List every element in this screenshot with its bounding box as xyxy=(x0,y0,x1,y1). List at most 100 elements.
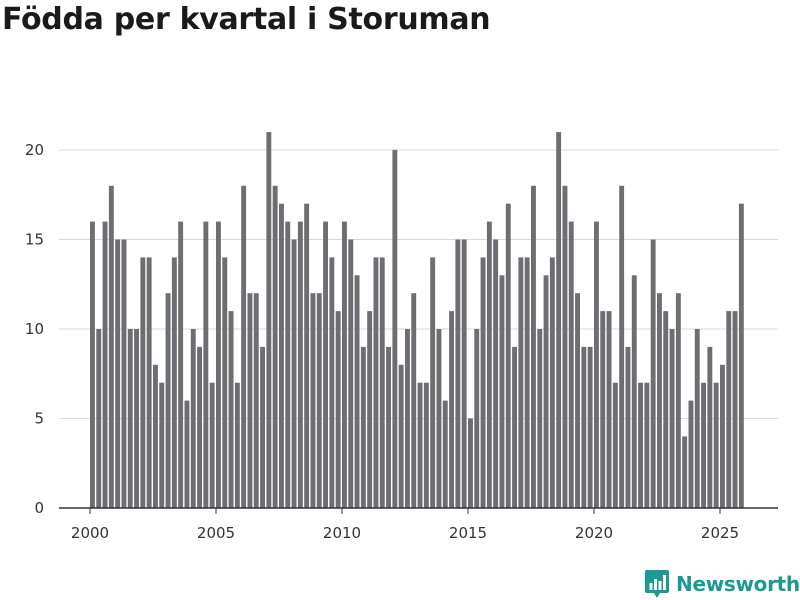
bar xyxy=(247,293,253,508)
x-tick-label: 2015 xyxy=(449,524,487,542)
bar xyxy=(165,293,171,508)
bar xyxy=(216,221,221,508)
bar xyxy=(279,203,284,508)
bar xyxy=(701,382,706,508)
bar xyxy=(430,257,436,508)
brand-name: Newsworthy xyxy=(676,572,800,596)
bar xyxy=(738,203,744,508)
bar xyxy=(171,257,177,508)
bar xyxy=(612,382,618,508)
bar xyxy=(675,293,681,508)
bar xyxy=(203,221,209,508)
x-axis xyxy=(59,507,778,514)
newsworthy-brand[interactable]: Newsworthy xyxy=(644,568,800,600)
bar xyxy=(575,293,580,508)
x-axis-labels: 2000 2005 2010 2015 2020 2025 xyxy=(71,524,739,542)
bar xyxy=(587,346,593,508)
bar xyxy=(329,257,335,508)
bar xyxy=(102,221,108,508)
bar xyxy=(600,311,606,508)
bar xyxy=(562,185,568,509)
bar xyxy=(594,221,599,508)
bar xyxy=(549,257,555,508)
bars xyxy=(90,132,744,509)
bar xyxy=(524,257,530,508)
bar xyxy=(707,346,713,508)
annotations: 17 xyxy=(738,0,757,4)
bar xyxy=(726,311,732,508)
bar xyxy=(512,346,517,508)
bar xyxy=(543,275,549,508)
bar xyxy=(405,329,410,508)
x-tick-label: 2000 xyxy=(71,524,109,542)
x-tick-label: 2005 xyxy=(197,524,235,542)
y-axis-labels: 0 5 10 15 20 xyxy=(25,141,44,517)
bar xyxy=(493,239,499,508)
bar xyxy=(184,400,190,508)
x-tick-label: 2010 xyxy=(323,524,361,542)
y-tick-label: 10 xyxy=(25,320,44,338)
bar xyxy=(480,257,486,508)
bar xyxy=(323,221,328,508)
bar xyxy=(342,221,347,508)
bar xyxy=(285,221,291,508)
bar xyxy=(228,311,234,508)
bar xyxy=(694,329,700,508)
bar xyxy=(146,257,152,508)
bar xyxy=(121,239,127,508)
bar xyxy=(732,311,738,508)
bar xyxy=(436,329,442,508)
y-tick-label: 5 xyxy=(34,410,44,428)
bar xyxy=(688,400,694,508)
bar xyxy=(253,293,259,508)
bar xyxy=(304,203,310,508)
bar xyxy=(449,311,454,508)
bar xyxy=(159,382,165,508)
bar xyxy=(153,364,158,508)
bar xyxy=(568,221,574,508)
bar xyxy=(386,346,391,508)
bar xyxy=(335,311,341,508)
bar xyxy=(486,221,492,508)
bar xyxy=(234,382,240,508)
bar xyxy=(442,400,448,508)
bar xyxy=(241,185,247,509)
bar xyxy=(720,364,725,508)
x-tick-label: 2020 xyxy=(575,524,613,542)
bar xyxy=(354,275,360,508)
bar xyxy=(222,257,228,508)
bar xyxy=(272,185,278,509)
bar xyxy=(266,132,272,508)
bar xyxy=(455,239,461,508)
y-tick-label: 0 xyxy=(34,499,44,517)
bar xyxy=(260,346,265,508)
bar xyxy=(631,275,637,508)
bar xyxy=(423,382,429,508)
bar xyxy=(127,329,133,508)
bar xyxy=(392,150,398,508)
bar xyxy=(518,257,524,508)
bar xyxy=(657,293,662,508)
bar xyxy=(606,311,612,508)
bar xyxy=(650,239,656,508)
bar xyxy=(178,221,184,508)
bar xyxy=(209,382,215,508)
bar xyxy=(316,293,322,508)
bar xyxy=(638,382,643,508)
bar xyxy=(669,329,675,508)
y-tick-label: 20 xyxy=(25,141,44,159)
bar xyxy=(713,382,719,508)
bar xyxy=(619,185,625,509)
bar xyxy=(531,185,536,509)
bar xyxy=(140,257,146,508)
bar xyxy=(190,329,196,508)
bar xyxy=(461,239,467,508)
bar xyxy=(499,275,505,508)
chart-title: Födda per kvartal i Storuman xyxy=(2,2,491,37)
bar xyxy=(108,185,114,509)
bar xyxy=(537,329,543,508)
bar xyxy=(134,329,139,508)
last-value-label: 17 xyxy=(738,0,757,4)
bar xyxy=(644,382,650,508)
